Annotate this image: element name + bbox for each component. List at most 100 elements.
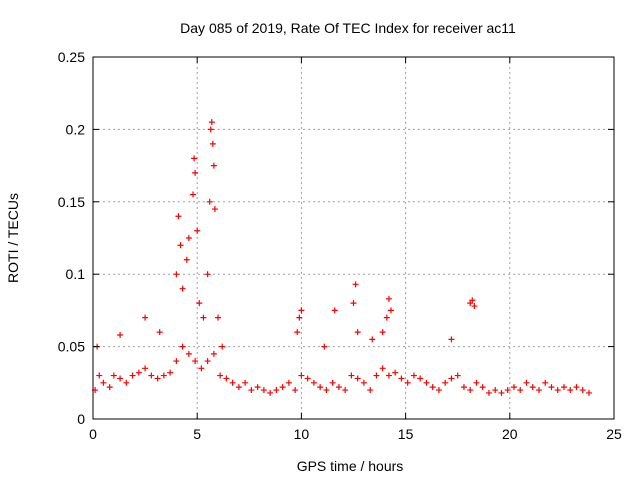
data-point bbox=[585, 389, 592, 396]
data-point bbox=[523, 379, 530, 386]
data-point bbox=[96, 372, 103, 379]
data-point bbox=[206, 198, 213, 205]
chart-title: Day 085 of 2019, Rate Of TEC Index for r… bbox=[180, 20, 516, 36]
x-axis-label: GPS time / hours bbox=[297, 458, 404, 474]
plot-frame bbox=[92, 56, 615, 420]
data-point bbox=[192, 358, 199, 365]
data-point bbox=[460, 384, 467, 391]
data-point bbox=[567, 387, 574, 394]
data-point bbox=[142, 314, 149, 321]
data-point bbox=[117, 375, 124, 382]
data-point bbox=[498, 389, 505, 396]
data-point bbox=[542, 379, 549, 386]
y-axis-ticks: 0 0.05 0.1 0.15 0.2 0.25 bbox=[58, 49, 614, 427]
data-point bbox=[135, 369, 142, 376]
data-point bbox=[504, 387, 511, 394]
data-point bbox=[304, 375, 311, 382]
y-tick-label: 0.15 bbox=[58, 194, 85, 210]
data-point bbox=[385, 372, 392, 379]
x-tick-label: 5 bbox=[193, 426, 201, 442]
data-point bbox=[194, 227, 201, 234]
data-point bbox=[510, 384, 517, 391]
y-axis-label: ROTI / TECUs bbox=[5, 193, 21, 283]
x-tick-label: 20 bbox=[502, 426, 518, 442]
data-point bbox=[517, 387, 524, 394]
data-point bbox=[110, 372, 117, 379]
data-point bbox=[404, 379, 411, 386]
y-tick-label: 0.25 bbox=[58, 49, 85, 65]
data-point bbox=[185, 235, 192, 241]
data-point bbox=[185, 350, 192, 357]
data-point bbox=[179, 285, 186, 292]
data-point bbox=[367, 387, 374, 394]
data-point bbox=[388, 307, 395, 314]
data-point bbox=[204, 271, 211, 278]
data-point bbox=[448, 375, 455, 382]
data-point bbox=[190, 191, 197, 198]
y-tick-label: 0.05 bbox=[58, 339, 85, 355]
data-point bbox=[379, 329, 386, 336]
data-point bbox=[117, 332, 124, 339]
data-point bbox=[398, 375, 405, 382]
data-point bbox=[423, 379, 430, 386]
data-point bbox=[479, 384, 486, 391]
x-tick-label: 15 bbox=[398, 426, 414, 442]
x-tick-label: 25 bbox=[606, 426, 622, 442]
data-point bbox=[192, 169, 199, 176]
y-tick-label: 0.2 bbox=[66, 121, 86, 137]
data-point bbox=[217, 372, 224, 379]
data-point bbox=[123, 379, 130, 386]
data-point bbox=[254, 384, 261, 391]
data-point bbox=[373, 372, 380, 379]
data-point bbox=[148, 372, 155, 379]
data-point bbox=[191, 155, 198, 162]
data-point bbox=[179, 343, 186, 350]
data-point bbox=[471, 303, 478, 310]
data-point bbox=[469, 297, 476, 304]
data-point bbox=[198, 365, 205, 372]
data-point bbox=[173, 271, 180, 278]
data-points bbox=[92, 119, 592, 396]
data-point bbox=[248, 387, 255, 394]
data-point bbox=[392, 369, 399, 376]
data-point bbox=[354, 329, 361, 336]
data-point bbox=[317, 384, 324, 391]
data-point bbox=[267, 389, 274, 396]
data-point bbox=[379, 365, 386, 372]
x-tick-label: 10 bbox=[294, 426, 310, 442]
data-point bbox=[242, 379, 249, 386]
data-point bbox=[352, 281, 359, 288]
data-point bbox=[129, 372, 136, 379]
data-point bbox=[160, 372, 167, 379]
data-point bbox=[385, 295, 392, 302]
data-point bbox=[235, 384, 242, 391]
data-point bbox=[410, 372, 417, 379]
data-point bbox=[209, 140, 216, 147]
data-point bbox=[142, 365, 149, 372]
data-point bbox=[435, 387, 442, 394]
data-point bbox=[154, 375, 161, 382]
data-point bbox=[348, 372, 355, 379]
data-point bbox=[554, 387, 561, 394]
data-point bbox=[331, 307, 338, 314]
x-axis-ticks: 0 5 10 15 20 25 bbox=[89, 57, 622, 442]
data-point bbox=[529, 384, 536, 391]
data-point bbox=[342, 387, 349, 394]
data-point bbox=[429, 384, 436, 391]
data-point bbox=[335, 384, 342, 391]
data-point bbox=[442, 379, 449, 386]
data-point bbox=[211, 206, 218, 213]
x-tick-label: 0 bbox=[89, 426, 97, 442]
data-point bbox=[321, 343, 328, 350]
data-point bbox=[360, 379, 367, 386]
data-point bbox=[285, 379, 292, 386]
data-point bbox=[369, 336, 376, 343]
data-point bbox=[207, 126, 214, 133]
data-point bbox=[329, 379, 336, 386]
grid-lines bbox=[93, 57, 614, 419]
data-point bbox=[350, 300, 357, 307]
data-point bbox=[229, 379, 236, 386]
data-point bbox=[383, 314, 390, 321]
data-point bbox=[183, 256, 190, 263]
